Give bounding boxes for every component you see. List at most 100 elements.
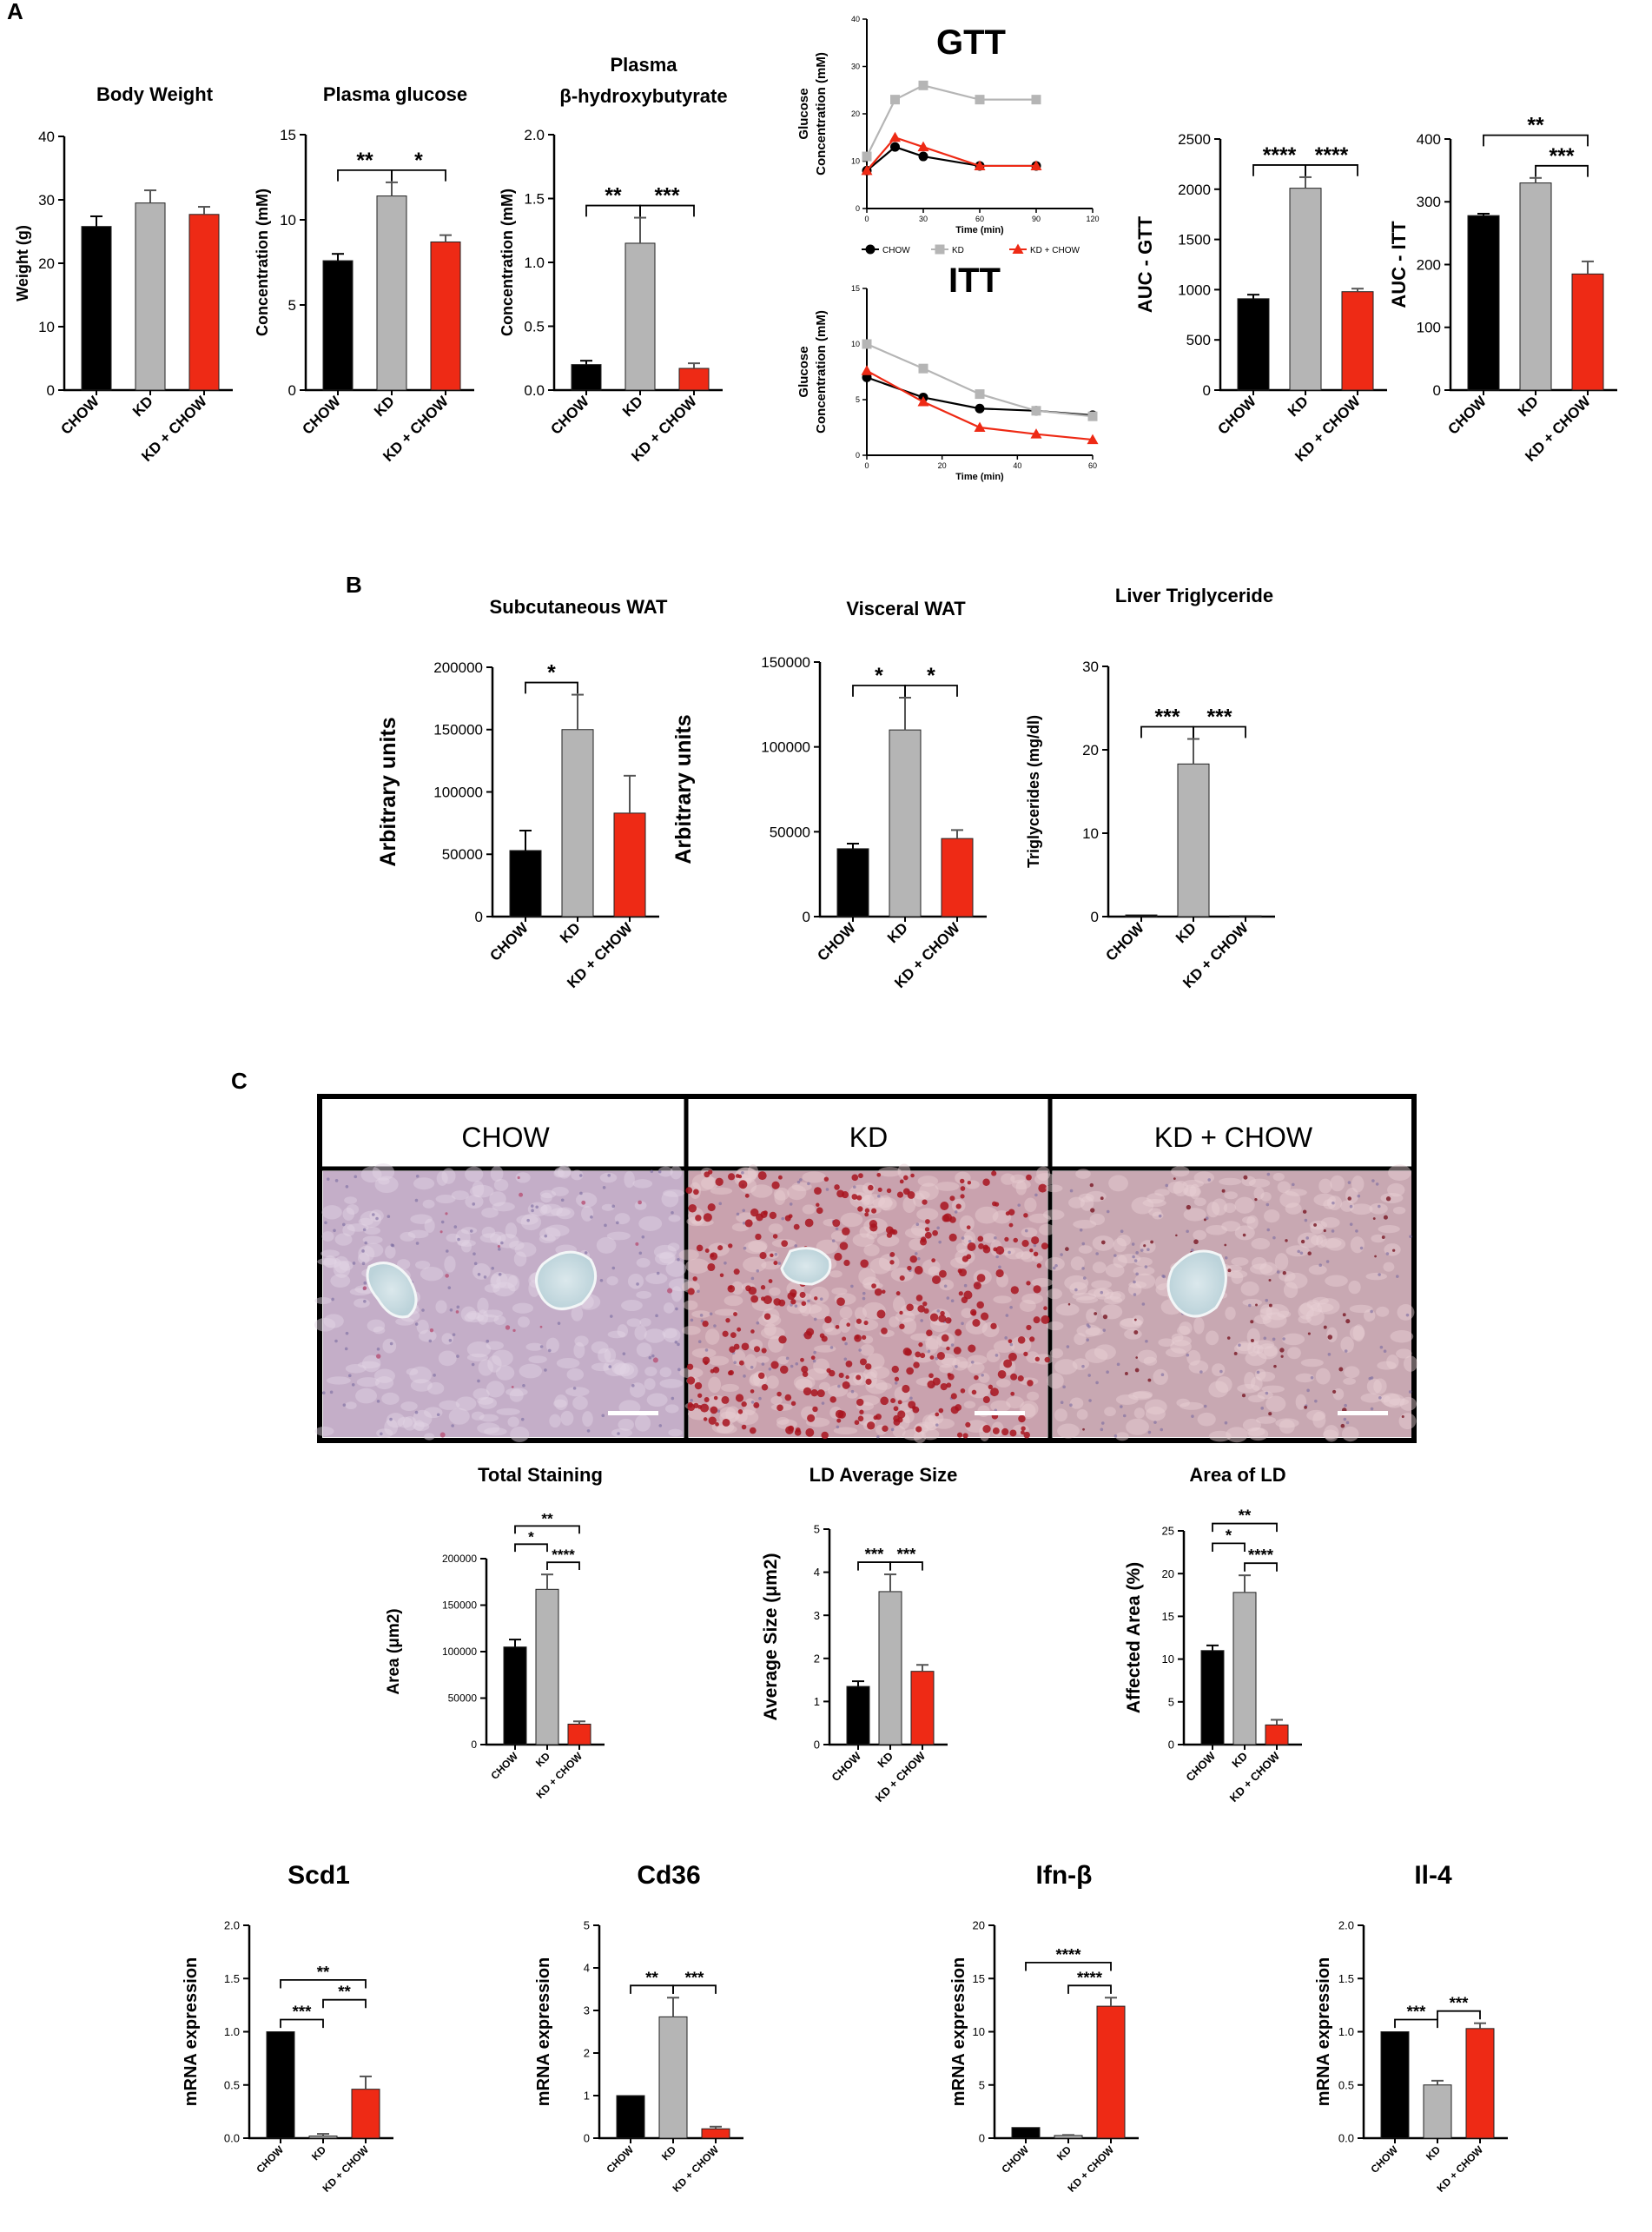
significance-label: *** xyxy=(1207,706,1232,730)
x-tick-label: CHOW xyxy=(1183,1749,1218,1784)
data-point-kdchow xyxy=(861,164,873,176)
significance-bracket xyxy=(1394,2018,1438,2029)
bar-kd-chow xyxy=(351,2089,380,2139)
significance-bracket xyxy=(1437,2010,1481,2020)
y-tick-label: 100000 xyxy=(442,1646,477,1658)
y-tick-label: 20 xyxy=(851,109,860,118)
y-tick-label: 15 xyxy=(973,1972,985,1985)
significance-label: **** xyxy=(1263,144,1297,168)
significance-bracket xyxy=(1193,725,1246,738)
y-tick-label: 0 xyxy=(1203,382,1211,399)
y-tick-label: 150000 xyxy=(442,1599,477,1612)
x-tick-label: KD + CHOW xyxy=(1434,2143,1485,2195)
x-tick-label: CHOW xyxy=(814,919,859,964)
y-tick-label: 0 xyxy=(856,451,860,460)
chart-title: Subcutaneous WAT xyxy=(490,596,668,618)
x-tick-label: 30 xyxy=(919,215,928,223)
y-tick-label: 200000 xyxy=(433,659,483,676)
y-tick-label: 40 xyxy=(851,15,860,23)
significance-label: ** xyxy=(645,1968,658,1986)
bar-chow xyxy=(1125,914,1158,917)
y-tick-label: 5 xyxy=(979,2078,985,2091)
significance-bracket xyxy=(1212,1542,1246,1552)
y-tick-label: 1 xyxy=(584,2090,590,2103)
significance-bracket xyxy=(391,169,446,182)
y-tick-label: 0.0 xyxy=(524,382,545,399)
bar-kd xyxy=(376,195,407,391)
y-tick-label: 10 xyxy=(38,319,55,335)
y-tick-label: 30 xyxy=(1082,659,1099,675)
y-tick-label: 2 xyxy=(584,2047,590,2060)
bar-chow xyxy=(509,850,542,917)
y-tick-label: 20 xyxy=(973,1919,985,1932)
y-tick-label: 10 xyxy=(1162,1652,1174,1666)
significance-bracket xyxy=(280,1979,367,1989)
significance-bracket xyxy=(889,1561,923,1571)
y-tick-label: 0 xyxy=(47,382,55,399)
y-tick-label: 0 xyxy=(471,1739,477,1751)
bar-chow xyxy=(571,364,602,391)
y-axis-label-line2: Concentration (mM) xyxy=(814,52,829,176)
y-tick-label: 0 xyxy=(979,2132,985,2145)
data-point-kd xyxy=(862,339,872,349)
significance-label: *** xyxy=(685,1968,704,1986)
panel-label-c: C xyxy=(231,1068,248,1094)
y-tick-label: 2000 xyxy=(1178,182,1211,198)
data-point-kd xyxy=(1031,95,1041,105)
bar-kd xyxy=(1289,188,1322,391)
y-tick-label: 15 xyxy=(851,284,860,293)
legend-label: CHOW xyxy=(882,246,910,255)
y-tick-label: 3 xyxy=(814,1609,820,1622)
significance-label: **** xyxy=(1056,1945,1082,1964)
histology-label-chow: CHOW xyxy=(461,1122,550,1153)
bar-kd xyxy=(878,1591,902,1745)
y-tick-label: 500 xyxy=(1186,332,1211,348)
data-point-kd xyxy=(975,389,985,400)
x-tick-label: CHOW xyxy=(1368,2143,1400,2176)
significance-label: * xyxy=(414,149,423,173)
y-tick-label: 20 xyxy=(1162,1567,1174,1580)
y-tick-label: 5 xyxy=(814,1523,820,1536)
y-tick-label: 40 xyxy=(38,129,55,145)
x-tick-label: 20 xyxy=(938,461,947,470)
bar-chow xyxy=(1467,215,1500,391)
x-tick-label: KD xyxy=(533,1750,552,1769)
y-tick-label: 1.0 xyxy=(524,255,545,271)
chart-ld-average-size: LD Average Size 0 1 2 3 4 5 Average Size (μm2) C… xyxy=(761,1464,957,1805)
bar-chow xyxy=(616,2095,645,2139)
significance-label: ** xyxy=(605,185,622,209)
significance-bracket xyxy=(857,1561,891,1571)
y-tick-label: 5 xyxy=(1168,1695,1174,1708)
chart-title: Area of LD xyxy=(1189,1464,1285,1486)
y-tick-label: 5 xyxy=(584,1919,590,1932)
y-tick-label: 2 xyxy=(814,1652,820,1665)
x-tick-label: KD xyxy=(1515,393,1542,420)
y-tick-label: 0.5 xyxy=(224,2078,240,2091)
data-point-kd xyxy=(975,95,985,105)
significance-bracket xyxy=(514,1543,548,1553)
data-point-kdchow xyxy=(974,160,986,170)
x-tick-label: KD xyxy=(1285,393,1312,420)
bar-kd xyxy=(561,729,594,917)
x-tick-label: CHOW xyxy=(57,393,102,438)
significance-bracket xyxy=(525,681,578,694)
x-tick-label: KD xyxy=(309,2143,328,2162)
y-tick-label: 1500 xyxy=(1178,232,1211,248)
y-axis-label: Triglycerides (mg/dl) xyxy=(1025,715,1042,868)
chart-title: GTT xyxy=(936,23,1006,62)
significance-label: *** xyxy=(897,1545,916,1563)
significance-bracket xyxy=(1305,164,1358,176)
bar-kd-chow xyxy=(941,838,974,917)
x-tick-label: CHOW xyxy=(486,919,532,964)
y-tick-label: 30 xyxy=(38,192,55,209)
bar-chow xyxy=(266,2031,295,2139)
x-tick-label: 60 xyxy=(975,215,984,223)
y-tick-label: 0 xyxy=(1091,909,1099,925)
x-tick-label: KD xyxy=(1173,919,1199,946)
significance-label: *** xyxy=(293,2003,312,2021)
significance-label: ** xyxy=(1239,1507,1252,1525)
y-tick-label: 300 xyxy=(1417,194,1441,210)
